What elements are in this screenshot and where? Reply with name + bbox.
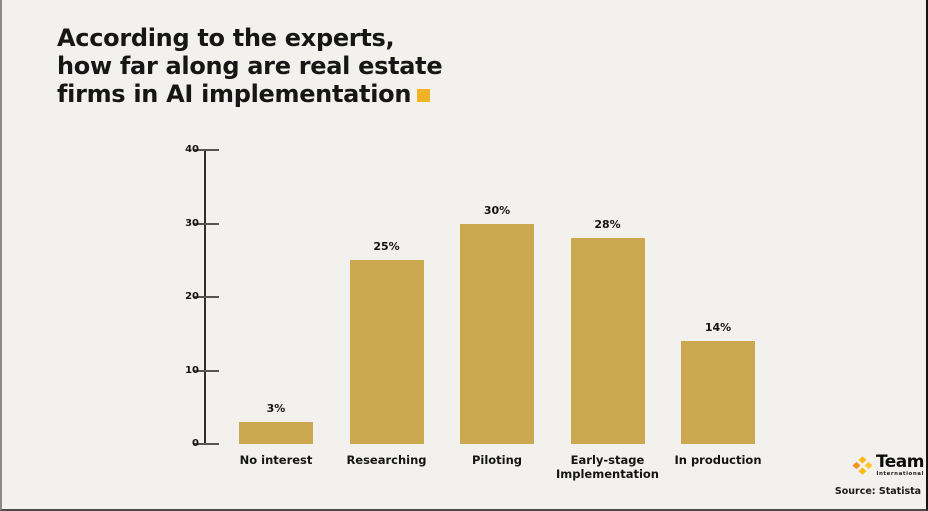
- bar-value-label: 25%: [373, 240, 400, 254]
- y-tick-label: 10: [185, 364, 199, 376]
- logo-subbrand-name: International: [876, 471, 924, 477]
- bar-value-label: 30%: [483, 203, 511, 217]
- y-tick-label: 30: [185, 217, 199, 229]
- y-tick: [194, 149, 219, 151]
- y-tick: [194, 296, 219, 298]
- team-international-asterisk-icon: [852, 456, 873, 475]
- chart-title: According to the experts, how far along …: [57, 24, 443, 108]
- y-tick: [194, 443, 219, 445]
- x-category-label: Piloting: [471, 453, 523, 467]
- y-tick-label: 20: [185, 291, 199, 302]
- bar-value-label: 14%: [704, 321, 732, 335]
- title-line-3-text: firms in AI implementation: [57, 80, 412, 108]
- logo-text: Team International: [875, 452, 925, 478]
- title-line-1: According to the experts,: [57, 24, 395, 52]
- bar: [570, 238, 645, 444]
- brand-logo: Team International: [840, 452, 925, 478]
- plot-area: 0 10 20 30 40 3% No interest 25% Researching 30% P…: [185, 145, 795, 482]
- logo-brand-name: Team: [875, 452, 925, 472]
- source-attribution: Source: Statista: [834, 486, 922, 497]
- x-category-label: Researching: [346, 453, 427, 467]
- y-tick-label: 40: [185, 144, 199, 155]
- y-tick: [194, 369, 219, 372]
- y-tick: [194, 222, 219, 225]
- x-category-label: Early-stage Implementation: [556, 453, 659, 481]
- title-line-2: how far along are real estate: [57, 52, 443, 80]
- x-category-label: In production: [674, 453, 762, 467]
- y-tick-label: 0: [192, 438, 199, 449]
- bar-value-label: 3%: [266, 401, 286, 415]
- bar-value-label: 28%: [594, 218, 621, 232]
- title-line-3: firms in AI implementation: [57, 80, 442, 108]
- bar: [349, 260, 424, 444]
- x-category-label: No interest: [239, 453, 313, 467]
- bar: [681, 341, 755, 444]
- bar: [239, 421, 313, 444]
- title-accent-square: [417, 89, 431, 102]
- bar: [460, 223, 534, 444]
